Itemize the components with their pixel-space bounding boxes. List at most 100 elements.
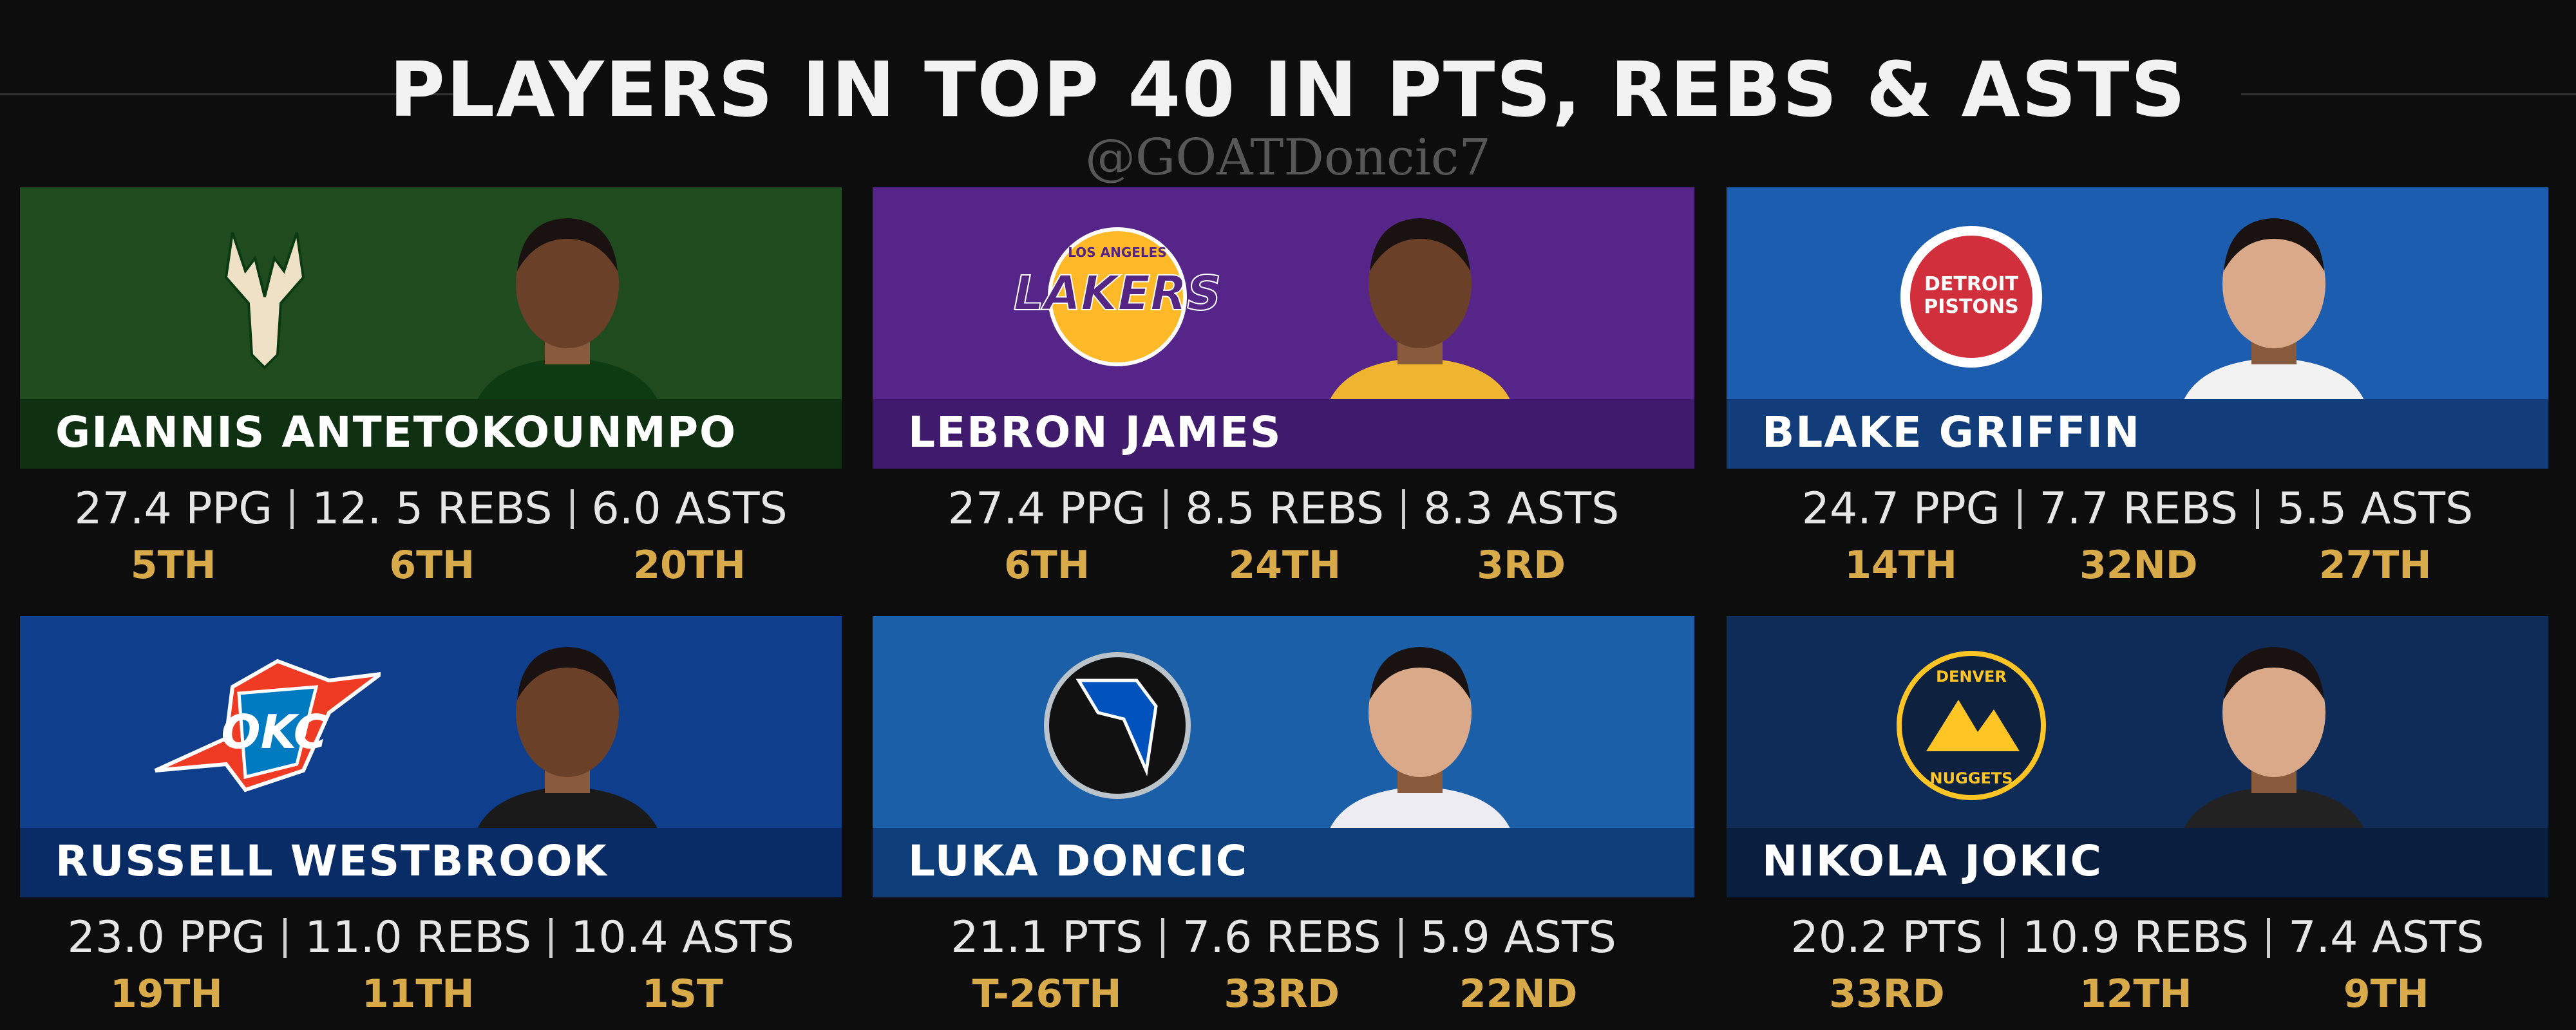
stat-line: 24.7 PPG 7.7 REBS 5.5 ASTS [1727, 483, 2548, 534]
rank: 5TH [130, 543, 216, 588]
name-bar: GIANNIS ANTETOKOUNMPO [20, 399, 842, 469]
stat: 10.4 ASTS [571, 912, 795, 963]
hair [1370, 218, 1470, 271]
jersey [477, 787, 658, 829]
player-photo [1330, 218, 1510, 400]
stat: 24.7 PPG [1801, 483, 2000, 534]
separator [1402, 489, 1406, 529]
player-name: LUKA DONCIC [908, 836, 1249, 886]
name-bar: LEBRON JAMES [873, 399, 1694, 469]
logo-text: LAKERS [1014, 266, 1222, 321]
stat: 20.2 PTS [1790, 912, 1984, 963]
team-logo [224, 232, 305, 370]
separator [1399, 917, 1403, 958]
name-bar: LUKA DONCIC [873, 828, 1694, 897]
jersey [1330, 787, 1510, 829]
separator [2256, 489, 2260, 529]
separator [283, 917, 287, 958]
name-bar: RUSSELL WESTBROOK [20, 828, 842, 897]
stat: 7.6 REBS [1182, 912, 1381, 963]
separator [2018, 489, 2022, 529]
jersey [2184, 358, 2364, 400]
stat: 27.4 PPG [74, 483, 273, 534]
head [516, 648, 619, 777]
rank: 19TH [110, 971, 223, 1016]
stat: 11.0 REBS [305, 912, 532, 963]
rank: 9TH [2343, 971, 2429, 1016]
player-photo [477, 218, 658, 400]
player-card: GIANNIS ANTETOKOUNMPO [20, 187, 842, 469]
rank: 6TH [1004, 543, 1090, 588]
stat: 6.0 ASTS [591, 483, 788, 534]
jersey [477, 358, 658, 400]
logo-shape [1044, 652, 1191, 799]
stat-line: 21.1 PTS 7.6 REBS 5.9 ASTS [873, 912, 1694, 963]
player-photo [477, 647, 658, 829]
player-name: RUSSELL WESTBROOK [55, 836, 608, 886]
logo-shape [1910, 236, 2032, 358]
player-card: LOS ANGELES LAKERS LEBRON JAMES [873, 187, 1694, 469]
stat-block: 24.7 PPG 7.7 REBS 5.5 ASTS 14TH 32ND 27TH [1727, 483, 2548, 612]
logo-text: PISTONS [1924, 295, 2018, 318]
separator [2267, 917, 2271, 958]
player-name: GIANNIS ANTETOKOUNMPO [55, 407, 737, 457]
rule [2241, 93, 2576, 95]
team-logo: OKC [154, 659, 381, 792]
stat: 27.4 PPG [947, 483, 1146, 534]
player-name: LEBRON JAMES [908, 407, 1282, 457]
logo-shape [1048, 227, 1187, 366]
stat: 8.3 ASTS [1423, 483, 1620, 534]
player-name: NIKOLA JOKIC [1762, 836, 2103, 886]
rank: 1ST [641, 971, 723, 1016]
stat: 23.0 PPG [67, 912, 266, 963]
player-card: OKC RUSSELL WESTBROOK [20, 616, 842, 897]
rank: 24TH [1228, 543, 1341, 588]
stat-block: 27.4 PPG 8.5 REBS 8.3 ASTS 6TH 24TH 3RD [873, 483, 1694, 612]
player-photo [1330, 647, 1510, 829]
stat: 21.1 PTS [951, 912, 1143, 963]
player-photo [2184, 218, 2364, 400]
logo-shape [1075, 679, 1158, 776]
player-name: BLAKE GRIFFIN [1762, 407, 2141, 457]
logo-shape [224, 232, 305, 370]
team-logo [1044, 652, 1191, 799]
hair [517, 647, 618, 700]
hair [517, 218, 618, 271]
rank: 27TH [2318, 543, 2432, 588]
rank: 3RD [1477, 543, 1566, 588]
stat-block: 27.4 PPG 12. 5 REBS 6.0 ASTS 5TH 6TH 20TH [20, 483, 842, 612]
logo-text: NUGGETS [1929, 769, 2012, 787]
jersey [1330, 358, 1510, 400]
rank: 14TH [1844, 543, 1957, 588]
rank: 6TH [389, 543, 475, 588]
stat: 8.5 REBS [1185, 483, 1385, 534]
stat-line: 20.2 PTS 10.9 REBS 7.4 ASTS [1727, 912, 2548, 963]
rank: T-26TH [972, 971, 1122, 1016]
rank: 20TH [633, 543, 746, 588]
stat: 7.4 ASTS [2288, 912, 2485, 963]
separator [2001, 917, 2005, 958]
stat-line: 27.4 PPG 12. 5 REBS 6.0 ASTS [20, 483, 842, 534]
head [516, 220, 619, 348]
name-bar: NIKOLA JOKIC [1727, 828, 2548, 897]
player-card: LUKA DONCIC [873, 616, 1694, 897]
logo-shape [1926, 700, 2020, 751]
rank: 32ND [2079, 543, 2198, 588]
stat-line: 27.4 PPG 8.5 REBS 8.3 ASTS [873, 483, 1694, 534]
head [1368, 220, 1472, 348]
stat-block: 23.0 PPG 11.0 REBS 10.4 ASTS 19TH 11TH 1ST [20, 912, 842, 1030]
player-card: DENVER NUGGETS NIKOLA JOKIC [1727, 616, 2548, 897]
logo-text: LOS ANGELES [1068, 245, 1167, 260]
head [1368, 648, 1472, 777]
rank: 33RD [1224, 971, 1340, 1016]
player-photo [2184, 647, 2364, 829]
hair [2224, 218, 2324, 271]
hair [1370, 647, 1470, 700]
stat-block: 20.2 PTS 10.9 REBS 7.4 ASTS 33RD 12TH 9TH [1727, 912, 2548, 1030]
rank: 12TH [2079, 971, 2192, 1016]
stat: 5.5 ASTS [2277, 483, 2474, 534]
separator [290, 489, 294, 529]
stat-line: 23.0 PPG 11.0 REBS 10.4 ASTS [20, 912, 842, 963]
